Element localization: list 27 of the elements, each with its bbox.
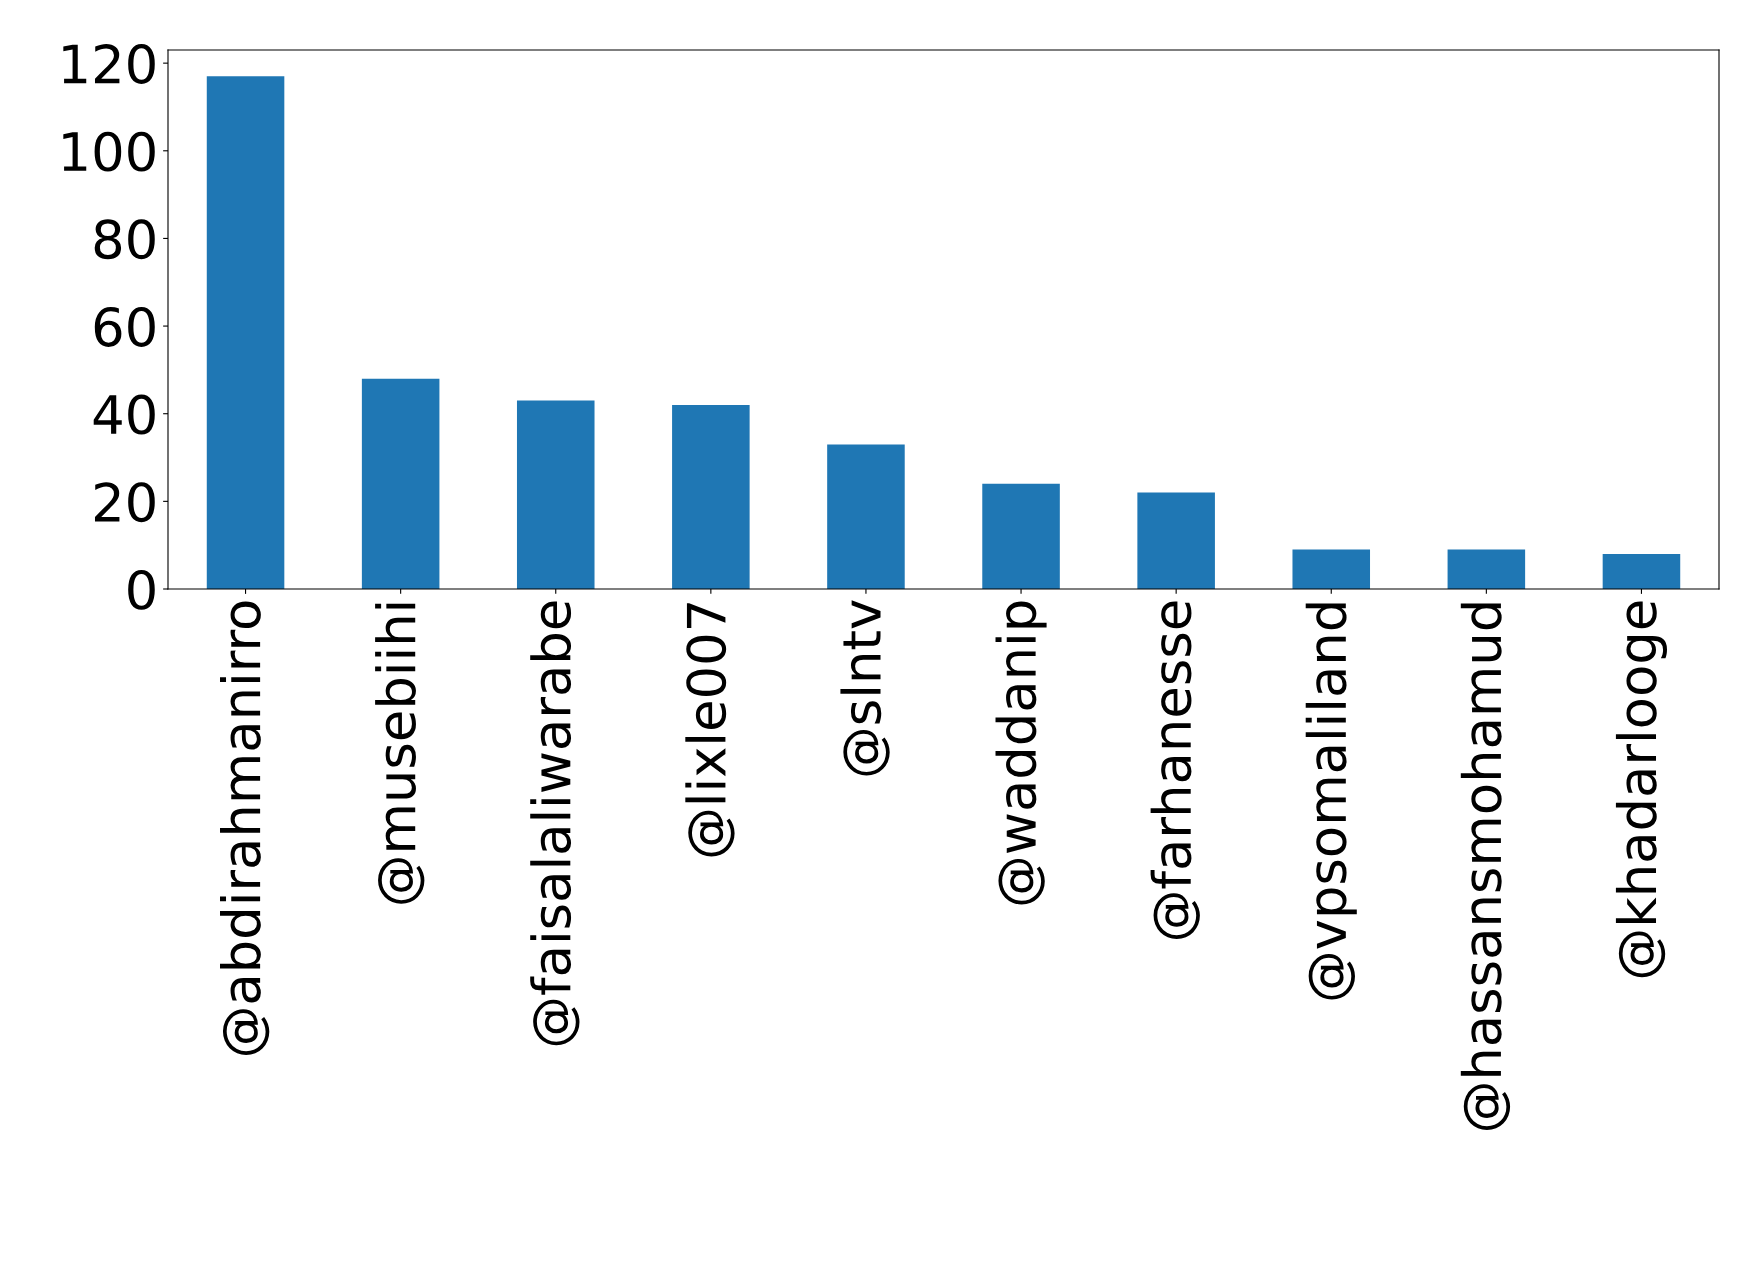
- x-tick-label: @lixle007: [685, 603, 735, 857]
- y-tick-label: 0: [128, 569, 155, 610]
- y-tick-label: 60: [94, 306, 155, 347]
- x-tick-label: @waddanip: [995, 601, 1047, 905]
- bar: [1292, 549, 1371, 589]
- x-tick-label: @abdirahmanirro: [220, 601, 270, 1055]
- y-tick-label: 120: [63, 44, 155, 84]
- bar: [672, 404, 750, 589]
- bar: [982, 483, 1060, 589]
- bar: [206, 76, 285, 589]
- x-tick-label: @musebiihi: [375, 603, 425, 904]
- y-tick-label: 100: [63, 131, 155, 172]
- bar: [827, 444, 905, 589]
- x-tick-label: @farhanesse: [1150, 601, 1200, 939]
- bar: [1602, 553, 1681, 589]
- x-tick-label: @slntv: [840, 600, 890, 776]
- x-tick-label: @faisalaliwarabe: [530, 601, 580, 1046]
- y-tick-label: 20: [94, 482, 155, 523]
- x-tick-label: @hassansmohamud: [1460, 603, 1511, 1130]
- bar: [361, 378, 440, 589]
- y-tick-label: 80: [94, 219, 155, 260]
- y-tick-label: 40: [93, 394, 155, 435]
- bar: [1137, 492, 1215, 589]
- bar: [516, 400, 595, 589]
- x-tick-label: @vpsomaliland: [1305, 603, 1357, 1000]
- bar: [1447, 549, 1526, 589]
- x-tick-label: @khadarlooge: [1615, 601, 1667, 978]
